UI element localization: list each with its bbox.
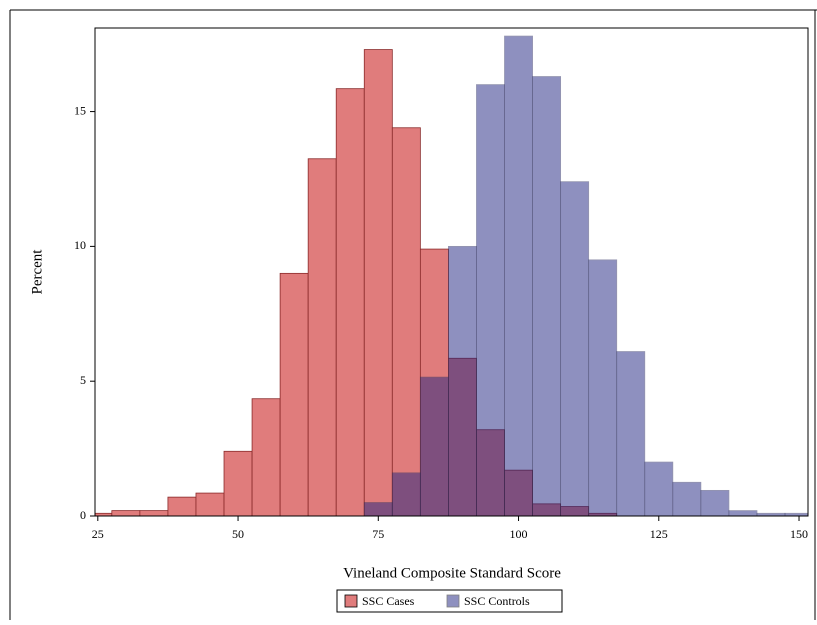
bar	[307, 158, 337, 516]
bar	[588, 259, 618, 516]
y-tick-label: 15	[74, 103, 86, 117]
bars	[95, 35, 808, 516]
bar	[532, 76, 562, 516]
bar	[223, 450, 253, 516]
x-tick-label: 125	[650, 527, 668, 541]
legend-box	[336, 589, 563, 613]
legend-swatch	[344, 594, 358, 608]
bar	[419, 376, 449, 516]
legend: SSC Cases SSC Controls	[344, 594, 530, 608]
bar	[139, 510, 169, 516]
y-tick-label: 0	[80, 508, 86, 522]
bar	[504, 35, 533, 516]
legend-label: SSC Cases	[362, 594, 415, 608]
bar	[448, 245, 477, 516]
x-tick-label: 50	[232, 527, 244, 541]
bar	[167, 496, 197, 516]
bar	[616, 351, 646, 516]
bar	[560, 181, 590, 516]
legend-swatch	[446, 594, 460, 608]
legend-label: SSC Controls	[464, 594, 530, 608]
bar	[391, 472, 421, 516]
x-tick-label: 75	[372, 527, 384, 541]
bar	[700, 489, 730, 516]
x-tick-label: 100	[510, 527, 528, 541]
bar	[335, 88, 365, 516]
plot-frame	[94, 27, 809, 517]
x-tick-label: 150	[790, 527, 808, 541]
x-tick-label: 25	[92, 527, 104, 541]
bar	[672, 481, 702, 516]
bar	[391, 127, 421, 516]
y-tick-label: 5	[80, 373, 86, 387]
bar	[644, 461, 674, 516]
bar	[195, 492, 225, 516]
bar	[784, 512, 808, 516]
bar	[279, 272, 309, 516]
bar	[251, 398, 281, 516]
bar	[363, 49, 393, 516]
bar	[728, 510, 758, 516]
bar	[111, 510, 141, 516]
x-axis-label: Vineland Composite Standard Score	[343, 565, 561, 581]
y-tick-label: 10	[74, 238, 86, 252]
bar	[476, 84, 505, 516]
bar	[363, 502, 393, 516]
y-axis-label: Percent	[29, 249, 45, 295]
